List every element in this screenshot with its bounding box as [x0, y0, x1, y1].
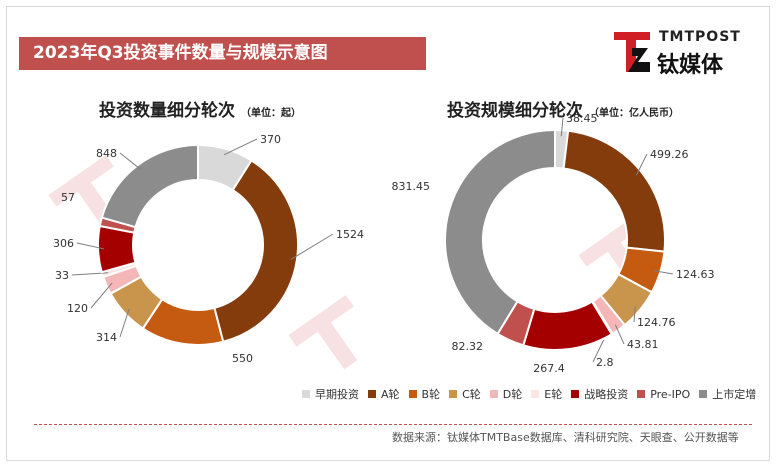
- data-label: 82.32: [452, 340, 484, 353]
- leader-line: [119, 308, 130, 338]
- legend-label: 上市定增: [712, 388, 757, 401]
- leader-line: [71, 272, 109, 276]
- tmtpost-logo-icon: [614, 32, 650, 72]
- data-label: 306: [53, 237, 74, 250]
- data-label: 120: [67, 302, 88, 315]
- legend-swatch: [408, 390, 417, 398]
- data-label: 43.81: [627, 338, 659, 351]
- legend-item: E轮: [531, 386, 562, 402]
- data-label: 1524: [336, 228, 364, 241]
- leader-line: [633, 306, 636, 323]
- legend: 早期投资 A轮 B轮 C轮 D轮 E轮 战略投资 Pre-IPO 上市定增: [302, 386, 765, 402]
- leader-line: [223, 138, 258, 156]
- legend-swatch: [368, 390, 376, 398]
- legend-swatch: [531, 390, 540, 398]
- legend-swatch: [302, 390, 310, 398]
- legend-item: A轮: [368, 386, 400, 402]
- page-title: 2023年Q3投资事件数量与规模示意图: [33, 43, 328, 63]
- legend-item: D轮: [489, 386, 523, 402]
- left-chart-title: 投资数量细分轮次 （单位：起）: [99, 101, 301, 121]
- legend-label: A轮: [381, 388, 400, 401]
- legend-item: 战略投资: [571, 386, 628, 402]
- donut-slice: [444, 128, 556, 336]
- data-label: 370: [260, 133, 281, 146]
- legend-item: 上市定增: [699, 386, 756, 402]
- footer-divider: [34, 424, 752, 425]
- data-label: 499.26: [650, 148, 689, 161]
- donut-slice: [213, 159, 299, 343]
- leader-line: [76, 242, 105, 250]
- leader-line: [560, 117, 564, 137]
- data-label: 38.45: [566, 112, 598, 125]
- watermark-logo-icon: [288, 295, 358, 370]
- data-label: 848: [96, 147, 117, 160]
- data-label: 2.8: [596, 356, 614, 369]
- legend-label: B轮: [421, 388, 441, 401]
- leader-line: [90, 282, 113, 309]
- legend-label: E轮: [544, 388, 563, 401]
- logo-text-en: TMTPOST: [659, 29, 741, 45]
- data-label: 831.45: [392, 180, 431, 193]
- leader-line: [614, 324, 625, 345]
- legend-item: C轮: [449, 386, 481, 402]
- data-label: 124.63: [676, 268, 715, 281]
- watermark-logo-icon: [48, 155, 118, 230]
- legend-label: 早期投资: [315, 388, 359, 401]
- data-label: 124.76: [637, 316, 676, 329]
- leader-line: [654, 270, 674, 275]
- data-label: 57: [61, 191, 75, 204]
- legend-swatch: [637, 390, 646, 398]
- brand-logo: TMTPOST 钛媒体: [612, 28, 742, 78]
- legend-item: Pre-IPO: [637, 388, 690, 401]
- legend-label: 战略投资: [584, 388, 629, 401]
- legend-label: D轮: [502, 388, 523, 401]
- data-label: 33: [55, 269, 69, 282]
- data-label: 267.4: [533, 362, 565, 375]
- leader-line: [290, 233, 334, 260]
- legend-item: B轮: [408, 386, 441, 402]
- legend-label: Pre-IPO: [650, 388, 691, 401]
- legend-label: C轮: [462, 388, 481, 401]
- legend-swatch: [699, 390, 708, 398]
- leader-line: [119, 152, 142, 171]
- data-label: 550: [232, 352, 253, 365]
- leader-line: [635, 153, 648, 176]
- legend-swatch: [571, 390, 580, 398]
- donut-slice: [100, 143, 199, 229]
- legend-item: 早期投资: [302, 386, 359, 402]
- title-bar: 2023年Q3投资事件数量与规模示意图: [19, 37, 426, 70]
- source-note: 数据来源：钛媒体TMTBase数据库、清科研究院、天眼查、公开数据等: [392, 431, 739, 444]
- logo-text-cn: 钛媒体: [657, 53, 724, 78]
- legend-swatch: [489, 390, 498, 398]
- data-label: 314: [96, 331, 117, 344]
- legend-swatch: [449, 390, 458, 398]
- right-chart-title: 投资规模细分轮次 （单位：亿人民币）: [447, 101, 679, 121]
